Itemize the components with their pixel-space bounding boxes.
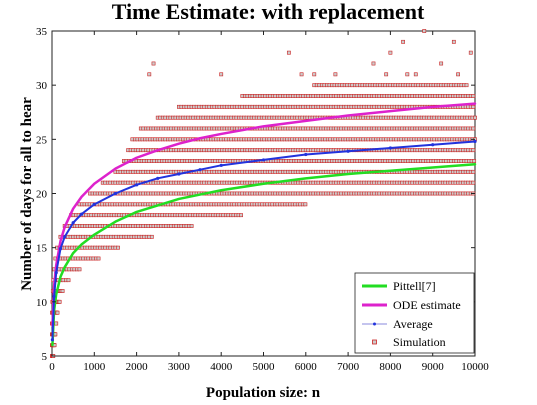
simulation-point xyxy=(456,72,460,77)
x-tick-label: 6000 xyxy=(295,361,318,373)
average-point xyxy=(92,202,96,206)
simulation-point xyxy=(384,72,389,77)
simulation-point xyxy=(468,50,473,55)
ode-estimate-curve xyxy=(51,102,477,327)
legend-label-average: Average xyxy=(393,317,433,331)
simulation-point xyxy=(303,202,308,207)
average-point xyxy=(58,247,63,251)
simulation-point xyxy=(371,61,376,66)
simulation-point xyxy=(471,94,476,98)
y-tick-label: 5 xyxy=(42,351,48,363)
legend-marker-average xyxy=(373,322,376,326)
x-tick-label: 2000 xyxy=(126,361,149,373)
average-point xyxy=(219,163,223,167)
average-point xyxy=(80,212,84,216)
simulation-point xyxy=(413,72,418,77)
x-tick-label: 7000 xyxy=(337,361,360,373)
average-point xyxy=(346,149,350,153)
average-point xyxy=(156,176,160,180)
simulation-point xyxy=(151,61,156,66)
legend-label-simulation: Simulation xyxy=(393,335,446,349)
average-point xyxy=(473,139,477,144)
average-curve xyxy=(51,140,476,341)
simulation-point xyxy=(464,83,469,88)
simulation-point xyxy=(53,332,58,337)
x-tick-label: 9000 xyxy=(422,361,445,373)
simulation-point xyxy=(96,256,101,261)
average-point xyxy=(50,338,55,342)
average-point xyxy=(113,191,118,196)
average-point xyxy=(135,183,139,187)
average-point xyxy=(54,270,58,275)
y-tick-label: 20 xyxy=(36,189,48,201)
simulation-point xyxy=(60,289,65,293)
simulation-point xyxy=(473,115,477,120)
simulation-point xyxy=(333,72,338,77)
average-point xyxy=(261,158,266,162)
simulation-point xyxy=(451,39,456,44)
simulation-point xyxy=(471,180,476,185)
simulation-point xyxy=(472,159,477,163)
simulation-point xyxy=(57,299,62,304)
simulation-point xyxy=(471,169,476,174)
y-tick-label: 25 xyxy=(36,134,48,146)
simulation-point xyxy=(116,245,120,250)
simulation-point xyxy=(471,148,476,153)
simulation-point xyxy=(471,126,476,131)
average-point xyxy=(52,294,56,299)
legend-marker-simulation xyxy=(372,339,377,345)
simulation-point xyxy=(401,39,405,44)
average-point xyxy=(177,172,181,176)
average-point xyxy=(304,152,308,157)
simulation-point xyxy=(286,50,291,55)
x-tick-label: 5000 xyxy=(253,361,276,373)
simulation-point xyxy=(299,72,304,77)
x-tick-label: 10000 xyxy=(461,361,489,373)
y-axis-label: Number of days for all to hear xyxy=(19,97,35,291)
simulation-point xyxy=(54,321,59,326)
simulation-point xyxy=(312,72,317,77)
simulation-point xyxy=(388,50,393,55)
average-point xyxy=(71,221,75,225)
average-point xyxy=(431,143,435,147)
average-point xyxy=(198,168,202,172)
simulation-point xyxy=(405,72,410,77)
simulation-point xyxy=(66,278,71,283)
axis-ticks-layer: 0 1000 2000 3000 4000 5000 6000 7000 8000 9000 100… xyxy=(36,26,489,373)
x-axis-label: Population size: n xyxy=(206,385,321,401)
x-tick-label: 4000 xyxy=(210,361,233,373)
simulation-point xyxy=(55,310,60,315)
y-tick-label: 30 xyxy=(36,80,48,92)
simulation-point xyxy=(219,72,224,77)
series-lines-layer xyxy=(50,102,477,347)
chart-title: Time Estimate: with replacement xyxy=(112,0,425,24)
x-tick-label: 1000 xyxy=(83,361,106,373)
simulation-point xyxy=(239,213,243,218)
simulation-point xyxy=(77,267,82,272)
simulation-point xyxy=(439,61,444,66)
simulation-point xyxy=(471,104,476,109)
y-tick-label: 35 xyxy=(36,26,48,38)
x-tick-label: 0 xyxy=(49,361,55,373)
y-tick-label: 15 xyxy=(36,243,48,255)
simulation-point xyxy=(189,224,194,228)
pittell-curve xyxy=(51,163,477,347)
x-tick-label: 3000 xyxy=(168,361,191,373)
simulation-point xyxy=(147,72,152,77)
y-tick-label: 10 xyxy=(36,297,48,309)
x-tick-label: 8000 xyxy=(379,361,402,373)
simulation-point xyxy=(149,234,154,239)
average-point xyxy=(63,235,67,239)
chart-legend: Pittell[7] ODE estimate Average Simulati… xyxy=(354,272,475,354)
simulation-point xyxy=(422,29,427,33)
legend-label-ode: ODE estimate xyxy=(393,298,461,312)
legend-label-pittell: Pittell[7] xyxy=(393,279,436,293)
average-point xyxy=(388,146,392,150)
